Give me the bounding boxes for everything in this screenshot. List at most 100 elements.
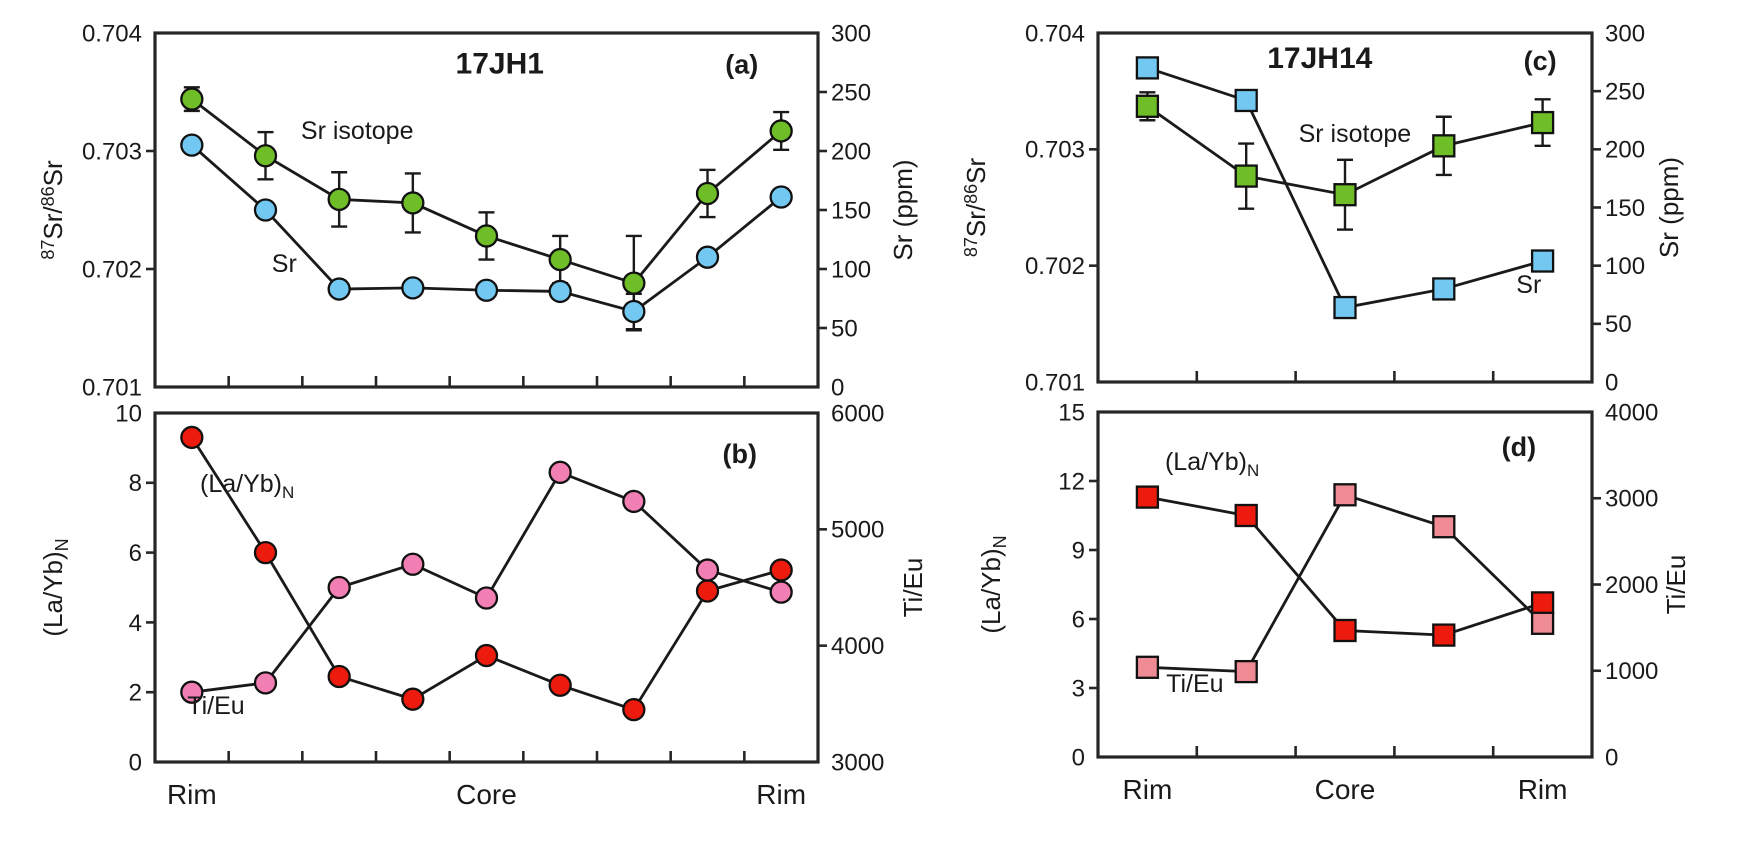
x-axis-label: Rim [167, 779, 217, 810]
series-label-la-yb: (La/Yb)N [1165, 448, 1259, 480]
left-axis-title: (La/Yb)N [38, 538, 72, 636]
data-point-red [548, 673, 572, 697]
right-axis-tick-label: 300 [831, 20, 871, 47]
data-point-pink_square [1135, 655, 1160, 679]
right-axis-tick-label: 0 [1605, 744, 1618, 771]
data-point-red [327, 664, 351, 689]
left-axis-tick-label: 0.704 [82, 20, 142, 47]
panel-letter: (b) [723, 439, 757, 469]
data-point-pink_circle [401, 552, 425, 576]
data-point-pink_square [1333, 483, 1357, 507]
left-axis-tick-label: 0.702 [82, 256, 142, 283]
x-axis-label: Rim [1518, 774, 1568, 805]
data-point-blue [769, 185, 793, 209]
panel-c-sr-isotope-sr-17jh14: 0.704 0.703 0.702 0.701 300 250 200 150 100 50 0 87… [930, 0, 1759, 405]
data-point-red [695, 579, 720, 603]
data-point-pink_circle [695, 558, 720, 582]
data-point-blue [548, 279, 572, 304]
right-axis-tick-label: 4000 [831, 633, 884, 660]
left-axis-tick-label: 0.704 [1025, 20, 1085, 47]
left-axis-title: 87Sr/86Sr [38, 160, 68, 260]
left-axis-title: 87Sr/86Sr [961, 158, 991, 258]
data-point-green [1234, 164, 1258, 188]
data-point-red [622, 697, 646, 722]
right-axis-tick-label: 200 [831, 138, 871, 165]
right-axis-tick-label: 6000 [831, 400, 884, 427]
left-axis-tick-label: 0.703 [82, 138, 142, 165]
right-axis-tick-label: 3000 [1605, 486, 1658, 513]
right-axis-tick-label: 3000 [831, 749, 884, 776]
panel-b-layb-tieu-17jh1: 10 8 6 4 2 0 6000 5000 4000 3000 Rim Core Rim (La/Yb)… [0, 400, 1000, 844]
series-label-la-yb: (La/Yb)N [200, 470, 294, 502]
right-axis-tick-label: 250 [831, 79, 871, 106]
left-axis-tick-label: 6 [1072, 606, 1085, 633]
panel-letter: (a) [725, 50, 758, 80]
left-axis-title: (La/Yb)N [976, 535, 1010, 633]
data-point-red [180, 425, 204, 450]
data-point-pink_circle [622, 489, 646, 514]
series-label-sr: Sr [1516, 271, 1541, 299]
data-point-blue [695, 245, 720, 269]
left-axis-tick-label: 15 [1058, 400, 1085, 426]
right-axis-tick-label: 0 [1605, 369, 1618, 396]
right-axis-tick-label: 50 [831, 315, 858, 342]
right-axis-tick-label: 100 [831, 256, 871, 283]
right-axis-tick-label: 0 [831, 374, 844, 400]
panel-title: 17JH1 [456, 48, 544, 81]
series-label-sr: Sr [272, 250, 297, 278]
data-point-blue [180, 133, 204, 157]
data-point-blue [253, 198, 278, 222]
right-axis-title: Sr (ppm) [888, 159, 918, 260]
data-point-green [622, 271, 646, 295]
panel-d-svg: 15 12 9 6 3 0 4000 3000 2000 1000 0 Rim Core Rim (La/Y… [976, 399, 1691, 805]
left-axis-tick-label: 0.703 [1025, 137, 1085, 164]
data-point-blue [327, 277, 351, 301]
data-point-green [180, 87, 204, 111]
data-point-green [1333, 183, 1357, 207]
left-axis-tick-label: 0.702 [1025, 253, 1085, 280]
data-point-green [548, 247, 572, 272]
right-axis-tick-label: 50 [1605, 311, 1632, 338]
x-axis-label: Rim [1123, 774, 1173, 805]
data-point-green [474, 224, 499, 248]
left-axis-tick-label: 0.701 [1025, 369, 1085, 396]
data-point-red [1530, 591, 1555, 615]
x-axis-label: Core [456, 779, 517, 810]
data-point-blue [622, 299, 646, 324]
data-point-green [769, 119, 793, 143]
data-point-red [401, 687, 425, 711]
data-point-blue [401, 276, 425, 300]
data-point-green [1135, 94, 1160, 118]
panel-letter: (d) [1502, 432, 1536, 462]
data-point-blue [1135, 56, 1160, 80]
x-axis-label: Core [1315, 774, 1376, 805]
data-point-red [1234, 503, 1258, 528]
right-axis-tick-label: 1000 [1605, 658, 1658, 685]
data-point-green [1432, 134, 1456, 158]
right-axis-tick-label: 2000 [1605, 572, 1658, 599]
panel-d-layb-tieu-17jh14: 15 12 9 6 3 0 4000 3000 2000 1000 0 Rim Core Rim (La/Y… [930, 399, 1759, 844]
left-axis-tick-label: 0 [129, 749, 142, 776]
data-point-pink_square [1234, 659, 1258, 684]
right-axis-title: Sr (ppm) [1654, 157, 1684, 258]
series-label-sr-isotope: Sr isotope [1299, 120, 1412, 148]
left-axis-tick-label: 3 [1072, 675, 1085, 702]
panel-a-svg: 0.704 0.703 0.702 0.701 300 250 200 150 100 50 0 87… [38, 20, 918, 401]
data-point-red [1432, 623, 1456, 647]
plot-frame [153, 411, 820, 764]
right-axis-title: Ti/Eu [898, 558, 928, 618]
right-axis-tick-label: 250 [1605, 79, 1645, 106]
series-label-sr-isotope: Sr isotope [301, 117, 414, 145]
data-point-pink_circle [180, 680, 204, 704]
data-point-red [1135, 485, 1160, 509]
data-point-green [253, 144, 278, 168]
data-point-pink_circle [253, 671, 278, 695]
right-axis-title: Ti/Eu [1661, 555, 1691, 615]
data-point-red [253, 540, 278, 565]
right-axis-tick-label: 100 [1605, 253, 1645, 280]
data-point-green [1530, 110, 1555, 135]
data-point-pink_circle [474, 586, 499, 610]
left-axis-tick-label: 10 [115, 400, 142, 427]
series-label-ti-eu: Ti/Eu [187, 692, 244, 720]
